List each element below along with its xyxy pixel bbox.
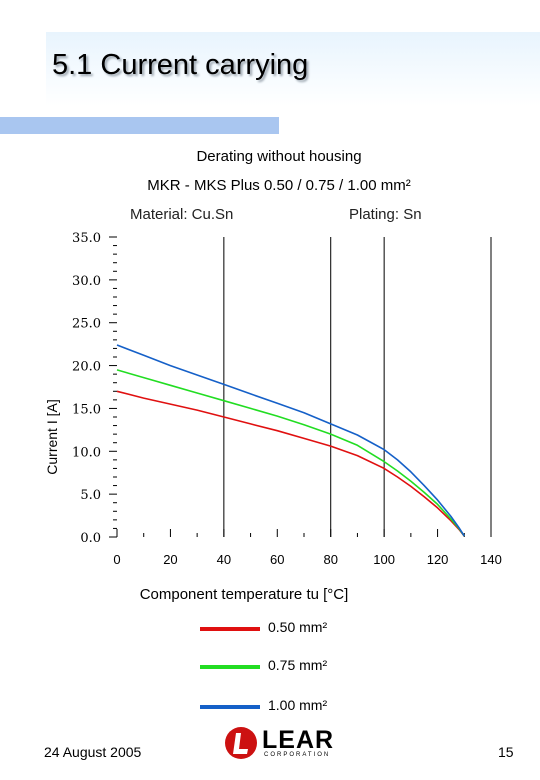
x-tick-label: 0 [113, 552, 120, 567]
y-tick-label: 30.0 [72, 274, 101, 289]
x-tick-label: 100 [373, 552, 395, 567]
page-title: 5.1 Current carrying [52, 49, 309, 81]
derating-chart: 0.0 5.0 10.0 15.0 20.0 25.0 30.0 35.0 0 20 40 60 80 1… [44, 231, 502, 603]
legend-label: 0.75 mm² [268, 657, 328, 673]
legend-label: 0.50 mm² [268, 619, 328, 635]
logo-word: LEAR [262, 726, 335, 754]
y-tick-label: 0.0 [80, 531, 101, 546]
legend-label: 1.00 mm² [268, 697, 328, 713]
footer-date: 24 August 2005 [44, 744, 142, 760]
series-line-1 [116, 369, 465, 537]
material-annotation: Material: Cu.Sn [130, 206, 234, 223]
x-tick-label: 20 [163, 552, 177, 567]
title-band [46, 32, 540, 106]
chart-title: Derating without housing [196, 148, 362, 165]
legend-swatch-red [200, 627, 260, 631]
logo-subtext: CORPORATION [264, 752, 331, 758]
y-tick-label: 10.0 [72, 445, 101, 460]
lear-logo-icon [225, 727, 257, 759]
page-number: 15 [498, 744, 514, 760]
lear-logo: LEAR CORPORATION [224, 726, 354, 762]
y-tick-label: 15.0 [72, 402, 101, 417]
y-tick-label: 5.0 [80, 488, 101, 503]
y-tick-label: 20.0 [72, 360, 101, 375]
series-line-2 [116, 344, 465, 537]
series-line-0 [116, 390, 465, 537]
x-tick-label: 140 [480, 552, 502, 567]
plating-annotation: Plating: Sn [349, 206, 422, 223]
accent-bar [0, 117, 279, 134]
chart-subtitle: MKR - MKS Plus 0.50 / 0.75 / 1.00 mm² [147, 177, 411, 194]
x-tick-label: 80 [323, 552, 337, 567]
x-tick-label: 60 [270, 552, 284, 567]
x-axis-label: Component temperature tu [°C] [140, 586, 349, 603]
y-tick-label: 25.0 [72, 317, 101, 332]
y-axis-label: Current I [A] [44, 399, 60, 474]
x-tick-label: 40 [217, 552, 231, 567]
legend-swatch-green [200, 665, 260, 669]
legend-swatch-blue [200, 705, 260, 709]
y-tick-label: 35.0 [72, 231, 101, 246]
x-tick-label: 120 [427, 552, 449, 567]
